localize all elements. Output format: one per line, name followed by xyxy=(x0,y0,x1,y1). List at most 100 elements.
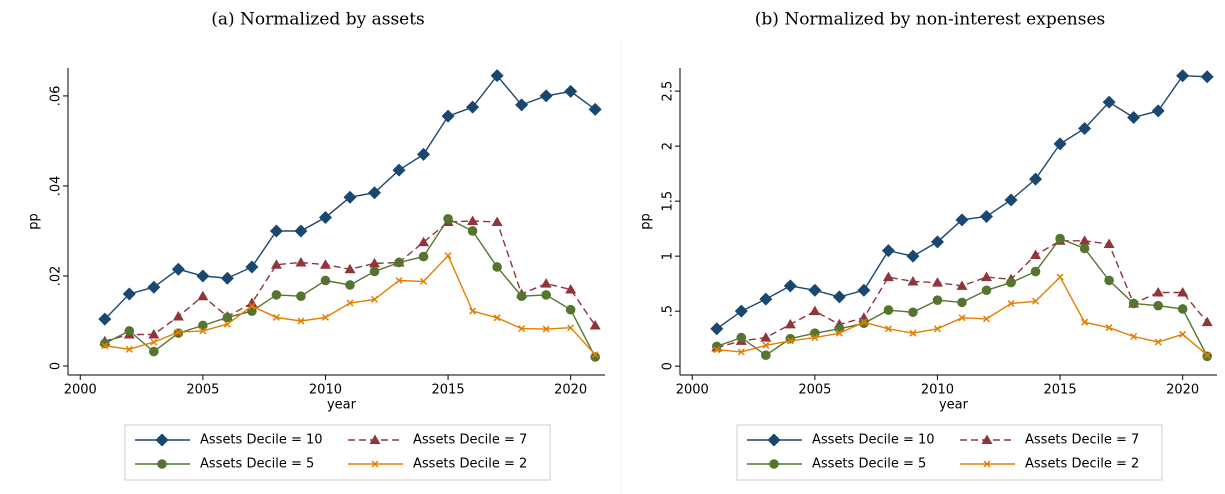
point xyxy=(516,291,527,302)
point xyxy=(906,249,920,263)
point xyxy=(933,325,941,333)
point xyxy=(518,325,526,333)
point xyxy=(1176,69,1190,83)
y-tick-label: 0 xyxy=(661,362,676,370)
point xyxy=(883,305,894,315)
point xyxy=(832,290,846,304)
point xyxy=(1079,235,1091,245)
point xyxy=(1006,277,1016,288)
point xyxy=(369,434,381,444)
point xyxy=(370,295,379,303)
point xyxy=(197,290,209,301)
point xyxy=(122,287,136,301)
point xyxy=(296,291,306,302)
point xyxy=(1104,275,1114,286)
point xyxy=(909,329,917,337)
x-tick-label: 2005 xyxy=(186,383,219,398)
point xyxy=(272,313,280,321)
point xyxy=(1200,70,1214,84)
point xyxy=(957,297,967,308)
point xyxy=(444,252,452,260)
chart-title: (b) Normalized by non-interest expenses xyxy=(755,10,1105,30)
point xyxy=(761,350,771,360)
legend-label: Assets Decile = 2 xyxy=(1025,457,1139,472)
point xyxy=(1032,297,1040,305)
point xyxy=(541,290,551,300)
point xyxy=(857,283,871,297)
point xyxy=(492,262,502,272)
point xyxy=(294,224,308,238)
point xyxy=(271,290,282,300)
point xyxy=(762,341,770,349)
point xyxy=(245,260,259,274)
point xyxy=(567,324,575,332)
point xyxy=(1130,332,1138,341)
point xyxy=(171,262,185,276)
point xyxy=(759,292,773,306)
x-tick-label: 2020 xyxy=(1166,383,1199,398)
point xyxy=(1153,300,1163,311)
point xyxy=(1081,318,1089,326)
point xyxy=(467,226,478,236)
legend-box xyxy=(124,424,551,481)
point xyxy=(983,460,991,468)
point xyxy=(1154,338,1162,346)
x-tick-label: 2000 xyxy=(64,383,97,398)
point xyxy=(1128,298,1139,309)
point xyxy=(467,215,479,226)
x-tick-label: 2020 xyxy=(554,383,587,398)
point xyxy=(174,328,182,336)
point xyxy=(589,319,601,330)
point xyxy=(490,69,504,83)
legend-label: Assets Decile = 5 xyxy=(200,457,314,472)
point xyxy=(346,299,354,307)
point xyxy=(515,98,529,112)
point xyxy=(982,315,991,323)
point xyxy=(493,314,501,322)
point xyxy=(1007,299,1015,308)
y-tick-label: 1.5 xyxy=(661,191,676,212)
point xyxy=(343,190,357,204)
point xyxy=(958,314,966,322)
legend-label: Assets Decile = 2 xyxy=(413,457,527,472)
point xyxy=(420,277,428,285)
point xyxy=(125,345,133,353)
point xyxy=(956,280,968,290)
point xyxy=(734,304,748,318)
point xyxy=(491,216,503,226)
point xyxy=(1029,172,1043,186)
point xyxy=(98,312,112,326)
point xyxy=(736,332,747,343)
point xyxy=(710,322,724,336)
point xyxy=(1030,266,1041,277)
point xyxy=(1102,95,1116,109)
point xyxy=(1152,286,1164,297)
point xyxy=(418,251,429,262)
point xyxy=(955,213,969,227)
point xyxy=(860,318,868,326)
series-line xyxy=(716,240,1208,349)
point xyxy=(148,328,160,339)
point xyxy=(564,84,578,98)
point xyxy=(246,297,258,307)
point xyxy=(591,351,599,359)
point xyxy=(1103,238,1115,249)
point xyxy=(345,280,355,290)
point xyxy=(394,257,404,268)
point xyxy=(223,320,231,328)
point xyxy=(737,348,745,356)
point xyxy=(1177,286,1189,297)
point xyxy=(1151,104,1165,118)
y-tick-label: .02 xyxy=(49,266,64,287)
y-tick-label: 0 xyxy=(49,362,64,370)
point xyxy=(1055,233,1065,244)
point xyxy=(783,279,797,293)
x-tick-label: 2000 xyxy=(676,383,709,398)
point xyxy=(981,285,992,296)
chart-title: (a) Normalized by assets xyxy=(211,10,425,30)
point xyxy=(881,244,895,258)
point xyxy=(318,210,332,224)
point xyxy=(395,276,403,284)
point xyxy=(859,318,869,329)
x-axis-label: year xyxy=(939,398,969,413)
